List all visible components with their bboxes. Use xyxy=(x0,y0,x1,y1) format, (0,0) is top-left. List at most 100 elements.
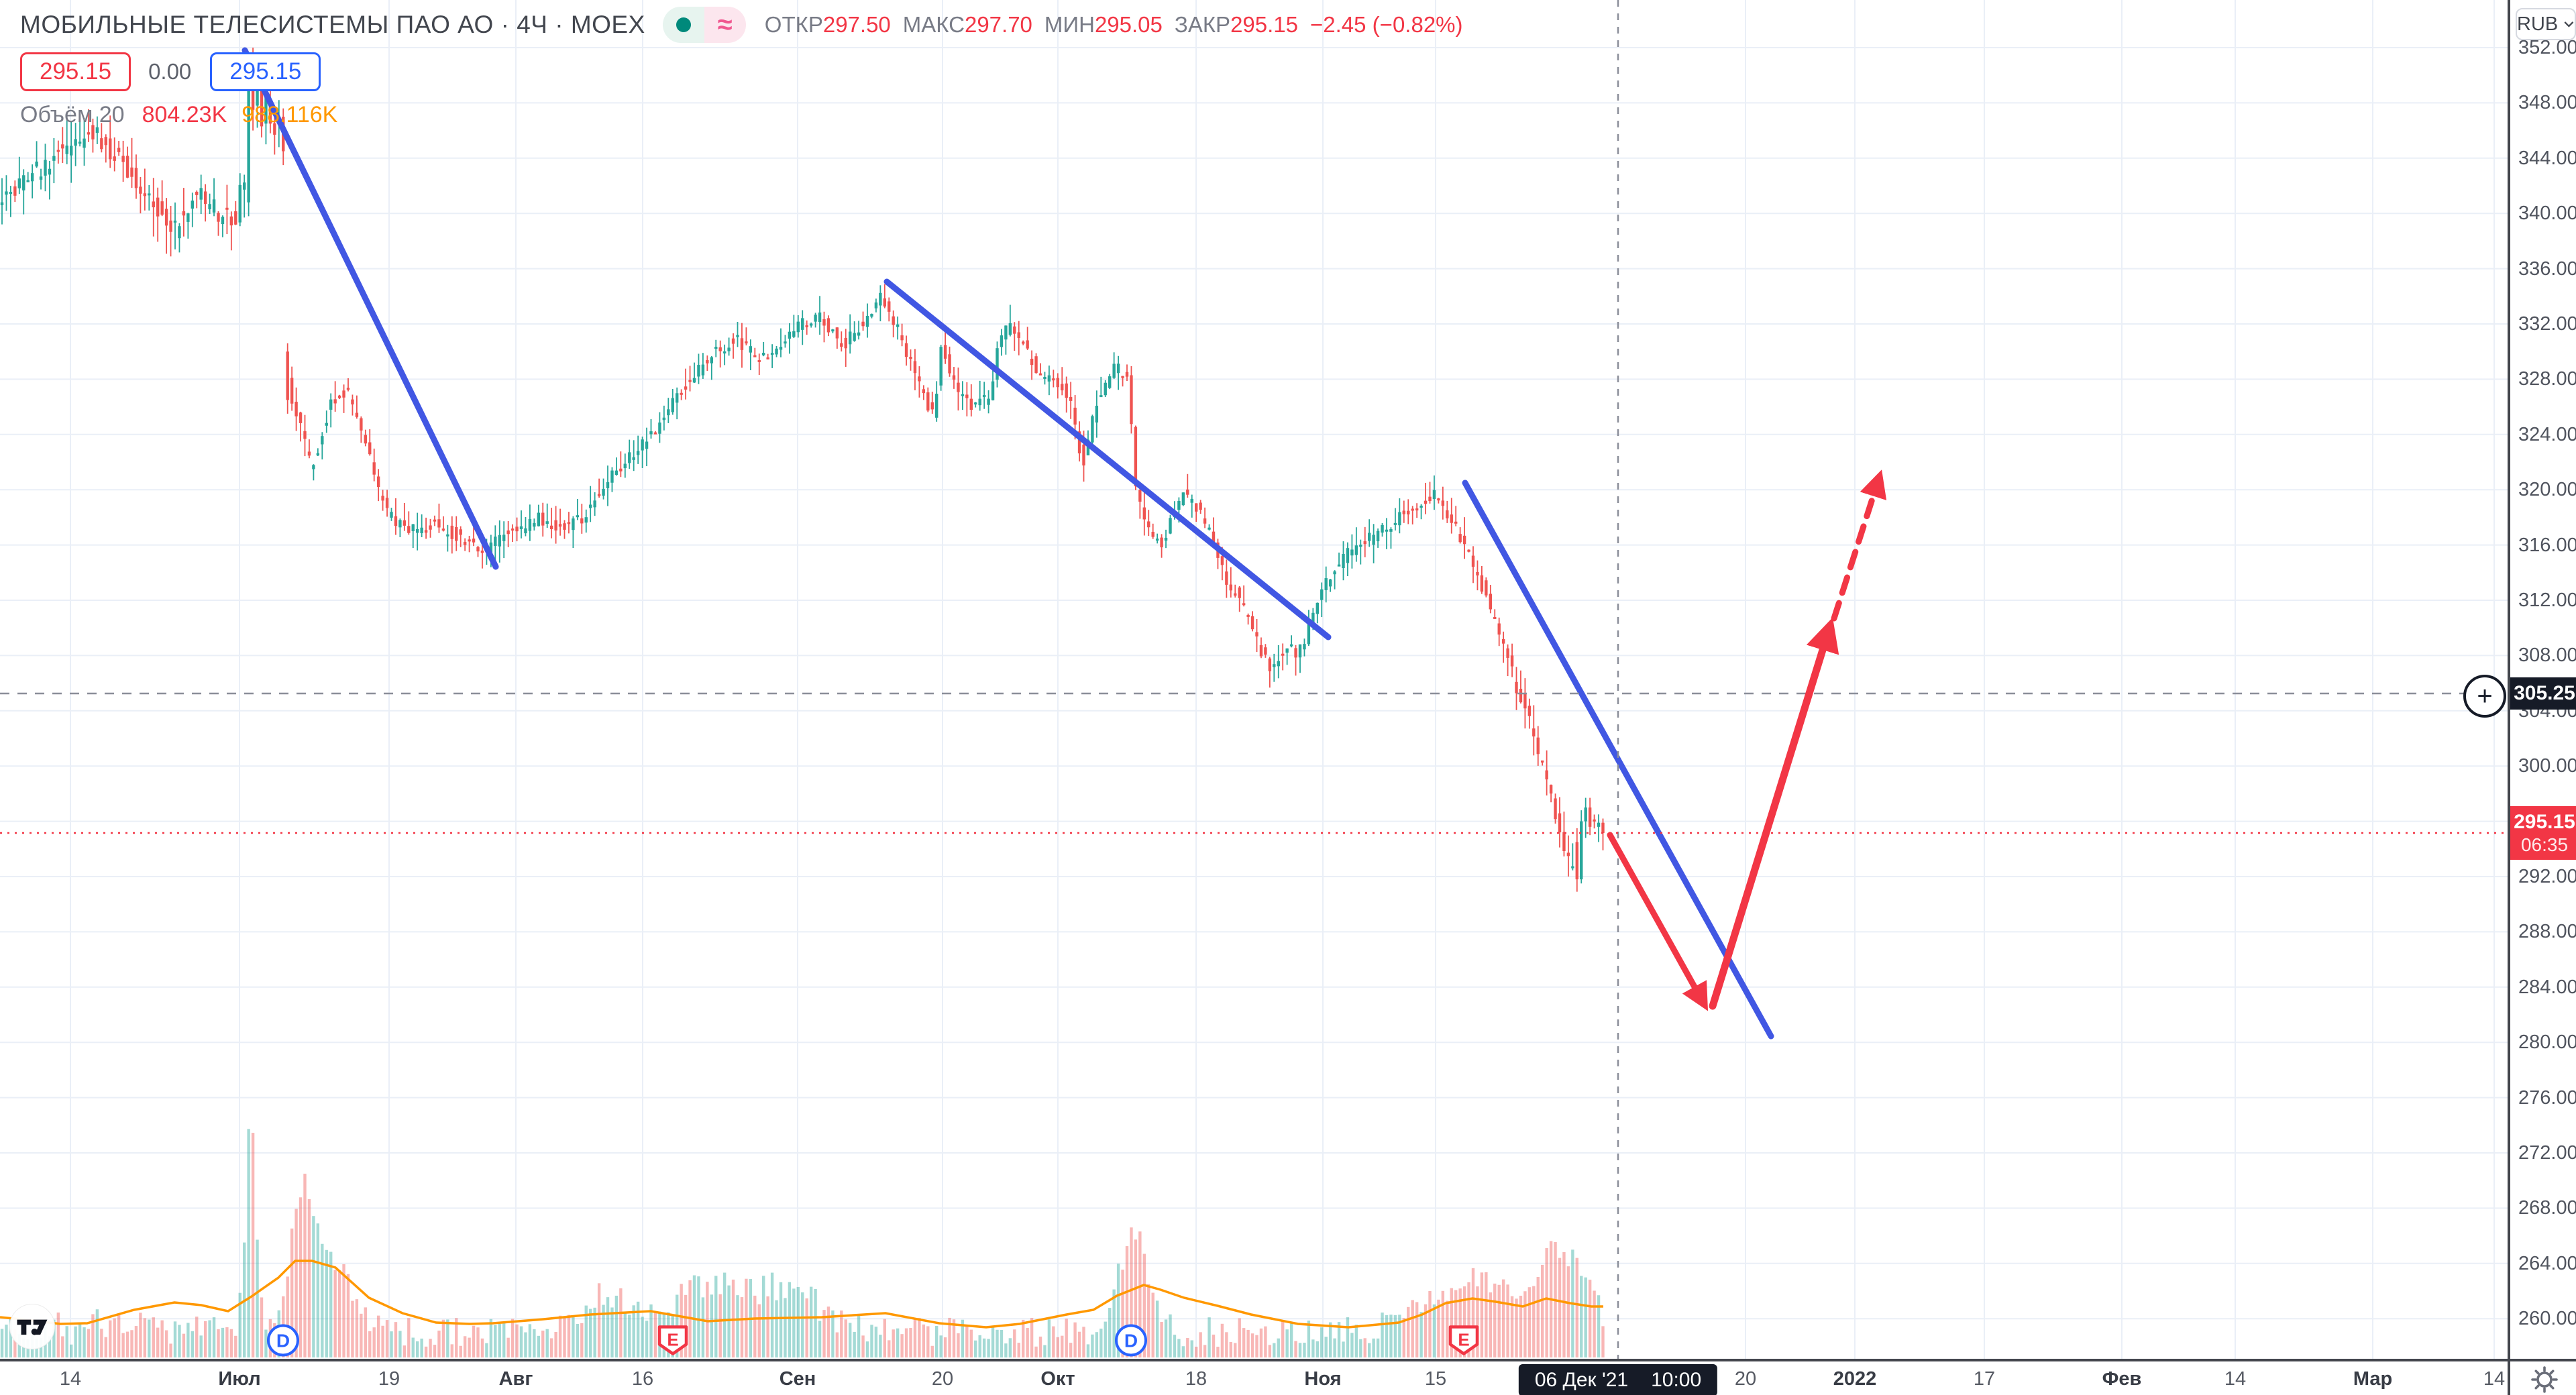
crosshair xyxy=(0,0,2508,1359)
chart-canvas[interactable] xyxy=(0,0,2508,1359)
earnings-badge[interactable]: E xyxy=(655,1323,690,1361)
low-value: 295.05 xyxy=(1094,12,1163,37)
sell-button[interactable]: 295.15 xyxy=(20,52,131,91)
price-tick-label: 276.00 xyxy=(2518,1086,2576,1109)
time-tick-label: Сен xyxy=(779,1368,816,1390)
volume-ma-value: 988.116K xyxy=(241,102,338,127)
low-label: МИН xyxy=(1044,12,1095,37)
crosshair-time-badge: 06 Дек '21 10:00 xyxy=(1518,1364,1718,1395)
time-tick-label: Авг xyxy=(498,1368,533,1390)
price-tick-label: 324.00 xyxy=(2518,423,2576,445)
price-tick-label: 320.00 xyxy=(2518,479,2576,501)
countdown-timer: 06:35 xyxy=(2520,834,2569,855)
high-value: 297.70 xyxy=(964,12,1032,37)
time-tick-label: 20 xyxy=(1734,1368,1757,1390)
status-pills: ≈ xyxy=(662,7,746,43)
dividend-badge[interactable]: D xyxy=(266,1323,301,1361)
time-tick-label: 16 xyxy=(631,1368,654,1390)
time-tick-label: 14 xyxy=(2224,1368,2247,1390)
chevron-down-icon xyxy=(2564,21,2574,27)
price-tick-label: 316.00 xyxy=(2518,534,2576,556)
price-tick-label: 300.00 xyxy=(2518,755,2576,777)
crosshair-price-badge: 305.25 xyxy=(2510,677,2576,710)
price-tick-label: 288.00 xyxy=(2518,921,2576,943)
last-price-value: 295.15 xyxy=(2514,811,2575,833)
last-price-badge: 295.15 06:35 xyxy=(2510,806,2576,860)
time-tick-label: Фев xyxy=(2102,1368,2142,1390)
currency-button[interactable]: RUB xyxy=(2516,8,2576,40)
price-tick-label: 332.00 xyxy=(2518,313,2576,335)
time-tick-label: 14 xyxy=(2483,1368,2506,1390)
market-open-dot-icon xyxy=(676,17,691,32)
legend-row-quotes: 295.15 0.00 295.15 xyxy=(20,52,1463,91)
price-tick-label: 312.00 xyxy=(2518,590,2576,611)
price-tick-label: 272.00 xyxy=(2518,1142,2576,1164)
forecast-arrows xyxy=(1607,469,1887,1011)
volume-value: 804.23K xyxy=(142,102,227,127)
price-tick-label: 328.00 xyxy=(2518,368,2576,390)
buy-button[interactable]: 295.15 xyxy=(210,52,321,91)
tradingview-logo-icon xyxy=(17,1319,48,1335)
chart-legend: МОБИЛЬНЫЕ ТЕЛЕСИСТЕМЫ ПАО АО · 4Ч · MOEX… xyxy=(20,7,1463,128)
price-tick-label: 264.00 xyxy=(2518,1252,2576,1274)
time-tick-label: 20 xyxy=(931,1368,954,1390)
price-tick-label: 284.00 xyxy=(2518,976,2576,998)
market-status-pill[interactable] xyxy=(662,7,704,43)
close-value: 295.15 xyxy=(1230,12,1299,37)
candles xyxy=(0,48,1605,892)
volume-bars xyxy=(0,1129,1605,1357)
spread-value: 0.00 xyxy=(148,59,192,84)
close-label: ЗАКР xyxy=(1174,12,1231,37)
price-tick-label: 352.00 xyxy=(2518,37,2576,58)
time-axis[interactable]: 14 Июл 19 Авг 16 Сен 20 Окт 18 Ноя 15 20 2022 17 Фев 14… xyxy=(0,1359,2508,1395)
volume-ma-line xyxy=(0,1260,1603,1329)
legend-row-symbol: МОБИЛЬНЫЕ ТЕЛЕСИСТЕМЫ ПАО АО · 4Ч · MOEX… xyxy=(20,7,1463,43)
time-tick-label: Окт xyxy=(1040,1368,1075,1390)
axis-settings-corner[interactable] xyxy=(2508,1359,2576,1395)
trend-lines xyxy=(241,47,1774,1040)
volume-indicator-label[interactable]: Объём 20 xyxy=(20,102,125,127)
add-order-plus-button[interactable]: + xyxy=(2463,675,2506,718)
approx-icon: ≈ xyxy=(717,10,733,40)
price-tick-label: 344.00 xyxy=(2518,147,2576,169)
svg-text:E: E xyxy=(1458,1330,1469,1350)
gear-icon[interactable] xyxy=(2529,1364,2560,1395)
dividend-badge[interactable]: D xyxy=(1114,1323,1148,1361)
price-tick-label: 340.00 xyxy=(2518,203,2576,225)
price-tick-label: 280.00 xyxy=(2518,1031,2576,1054)
high-label: МАКС xyxy=(902,12,965,37)
change-value: −2.45 (−0.82%) xyxy=(1310,12,1463,37)
time-tick-label: Мар xyxy=(2353,1368,2393,1390)
currency-label: RUB xyxy=(2517,13,2559,35)
time-tick-label: 18 xyxy=(1185,1368,1208,1390)
grid-lines xyxy=(0,0,2508,1359)
crosshair-time: 10:00 xyxy=(1651,1369,1702,1391)
ohlc-values: ОТКР 297.50 МАКС 297.70 МИН 295.05 ЗАКР 295.… xyxy=(765,12,1463,38)
price-tick-label: 336.00 xyxy=(2518,258,2576,280)
open-value: 297.50 xyxy=(822,12,891,37)
time-tick-label: 19 xyxy=(378,1368,400,1390)
symbol-title[interactable]: МОБИЛЬНЫЕ ТЕЛЕСИСТЕМЫ ПАО АО · 4Ч · MOEX xyxy=(20,11,645,38)
time-tick-label: Ноя xyxy=(1304,1368,1342,1390)
svg-text:D: D xyxy=(276,1331,290,1351)
earnings-badge[interactable]: E xyxy=(1446,1323,1481,1361)
price-tick-label: 348.00 xyxy=(2518,92,2576,114)
legend-row-volume: Объём 20 804.23K 988.116K xyxy=(20,102,1463,128)
time-tick-label: 2022 xyxy=(1833,1368,1877,1390)
tradingview-logo[interactable] xyxy=(9,1304,55,1349)
price-axis[interactable]: RUB 352.00 348.00 344.00 340.00 336.00 332.00… xyxy=(2508,0,2576,1359)
open-label: ОТКР xyxy=(764,12,823,37)
time-tick-label: Июл xyxy=(218,1368,261,1390)
time-tick-label: 17 xyxy=(1973,1368,1996,1390)
price-tick-label: 260.00 xyxy=(2518,1308,2576,1330)
delayed-data-pill[interactable]: ≈ xyxy=(704,7,746,43)
price-tick-label: 268.00 xyxy=(2518,1197,2576,1219)
price-tick-label: 308.00 xyxy=(2518,645,2576,667)
svg-text:E: E xyxy=(667,1330,678,1350)
svg-text:D: D xyxy=(1124,1331,1138,1351)
crosshair-date: 06 Дек '21 xyxy=(1534,1369,1629,1391)
time-tick-label: 14 xyxy=(59,1368,82,1390)
price-tick-label: 292.00 xyxy=(2518,866,2576,887)
time-tick-label: 15 xyxy=(1424,1368,1447,1390)
